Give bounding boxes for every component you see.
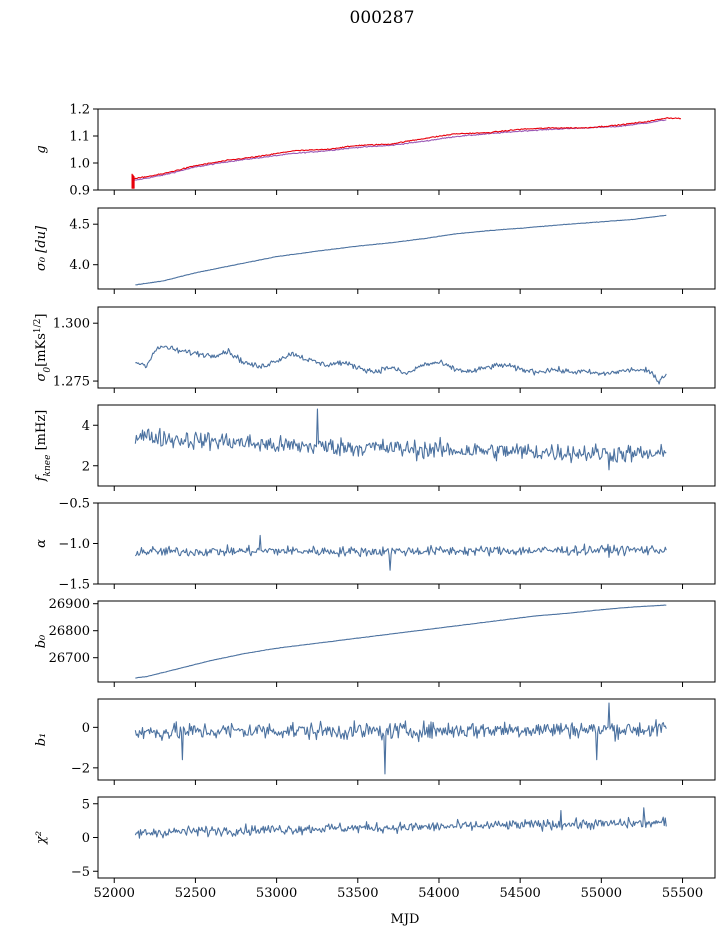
x-tick-label: 55000	[581, 886, 622, 901]
x-axis-label: MJD	[391, 912, 420, 927]
axes-frame-b1	[97, 698, 716, 781]
y-tick-label: −1.0	[58, 537, 90, 552]
y-tick-label: 0	[82, 831, 90, 846]
y-axis-label-g: g	[34, 145, 49, 153]
axes-frame-chi2	[97, 796, 716, 879]
y-tick-label: 4	[82, 419, 90, 434]
panel-b0: 26700 26800 26900 b₀	[34, 597, 716, 687]
y-tick-label: 1.0	[69, 157, 90, 172]
y-tick-label: 4.5	[69, 218, 90, 233]
y-axis-label-sigma0_mks: σ0[mKs1/2]	[33, 314, 53, 382]
series-line-chi2	[134, 807, 667, 839]
axes-frame-b0	[97, 600, 716, 683]
y-tick-label: −2	[71, 761, 90, 776]
panel-sigma0_du: 4.0 4.5 σ₀ [du]	[34, 207, 716, 294]
panel-g: 0.9 1.0 1.1 1.2 g	[34, 103, 716, 199]
x-tick-label: 52500	[175, 886, 216, 901]
y-tick-label: 0.9	[69, 184, 90, 199]
x-tick-label: 52000	[94, 886, 135, 901]
series-line-g-0	[133, 119, 667, 181]
y-axis-label-alpha: α	[34, 539, 49, 548]
panel-b1: −2 0 b₁	[34, 698, 716, 785]
series-line-sigma0_mks	[135, 345, 667, 385]
figure-title: 000287	[350, 8, 415, 28]
series-line-sigma0_du	[135, 214, 667, 286]
axes-frame-fknee	[97, 404, 716, 487]
axes-frame-sigma0_du	[97, 207, 716, 290]
axes-frame-alpha	[97, 502, 716, 585]
y-tick-label: 2	[82, 459, 90, 474]
y-tick-label: 1.275	[53, 375, 90, 390]
series-line-b0	[135, 604, 667, 679]
series-line-alpha	[134, 534, 667, 571]
y-axis-label-chi2: χ²	[34, 831, 49, 845]
y-axis-label-b0: b₀	[34, 634, 49, 648]
y-axis-label-b1: b₁	[34, 733, 49, 747]
x-tick-label: 55500	[662, 886, 703, 901]
y-axis-label-sigma0_du: σ₀ [du]	[34, 225, 49, 271]
axes-frame-sigma0_mks	[97, 306, 716, 389]
panel-chi2: −5 0 5 52000 52500 53000 53500 54000 54500 55000 5…	[34, 796, 716, 901]
y-tick-label: 1.300	[53, 317, 90, 332]
y-tick-label: −5	[71, 865, 90, 880]
y-tick-label: 1.2	[69, 103, 90, 118]
series-line-b1	[134, 702, 667, 775]
x-tick-label: 54500	[499, 886, 540, 901]
series-line-g-1	[131, 117, 682, 181]
axes-frame-g	[97, 108, 716, 191]
y-tick-label: 5	[82, 797, 90, 812]
y-tick-label: −0.5	[58, 497, 90, 512]
y-tick-label: 26800	[49, 624, 90, 639]
y-tick-label: 1.1	[69, 130, 90, 145]
y-tick-label: −1.5	[58, 578, 90, 593]
y-tick-label: 0	[82, 721, 90, 736]
panel-alpha: −1.5 −1.0 −0.5 α	[34, 497, 716, 593]
panel-fknee: 2 4 fknee [mHz]	[34, 404, 716, 491]
x-tick-label: 54000	[418, 886, 459, 901]
y-axis-label-fknee: fknee [mHz]	[34, 410, 53, 483]
x-tick-label: 53500	[337, 886, 378, 901]
y-tick-label: 26900	[49, 597, 90, 612]
y-tick-label: 26700	[49, 651, 90, 666]
series-line-fknee	[134, 408, 667, 471]
x-tick-label: 53000	[256, 886, 297, 901]
y-tick-label: 4.0	[69, 258, 90, 273]
